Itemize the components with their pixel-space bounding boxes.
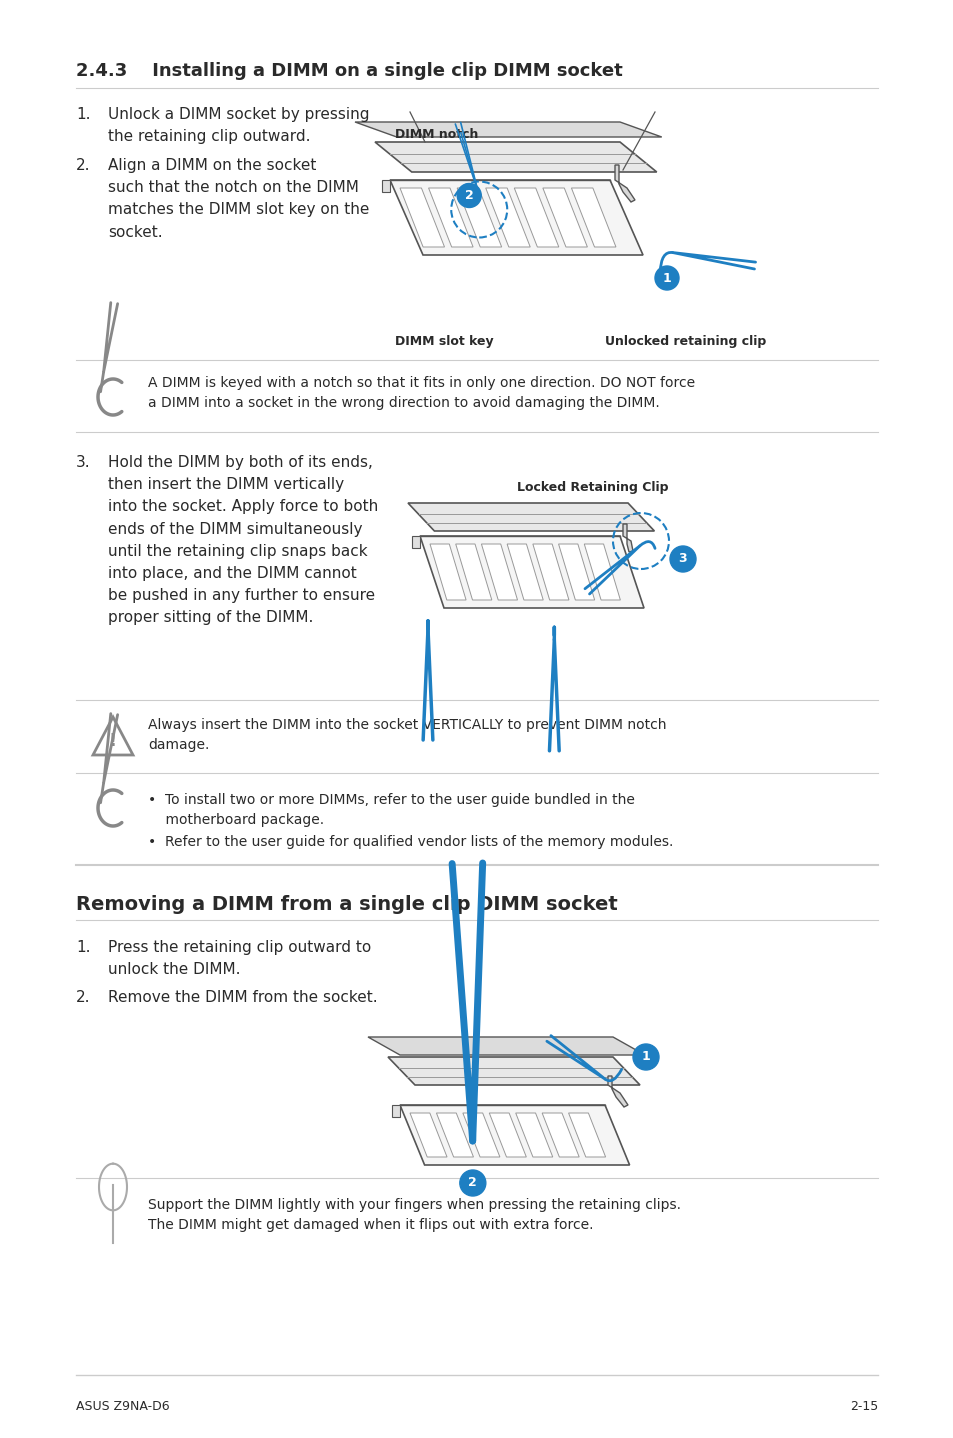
Text: ASUS Z9NA-D6: ASUS Z9NA-D6	[76, 1401, 170, 1414]
Polygon shape	[615, 165, 635, 201]
Polygon shape	[514, 188, 558, 247]
Polygon shape	[542, 188, 587, 247]
Text: 1: 1	[662, 272, 671, 285]
Polygon shape	[368, 1037, 644, 1055]
Polygon shape	[388, 1057, 639, 1086]
Text: Unlocked retaining clip: Unlocked retaining clip	[604, 335, 765, 348]
Polygon shape	[410, 1113, 447, 1158]
Text: DIMM notch: DIMM notch	[395, 128, 477, 141]
Text: 2-15: 2-15	[849, 1401, 877, 1414]
Circle shape	[456, 184, 480, 207]
Polygon shape	[392, 1104, 399, 1117]
Text: •  To install two or more DIMMs, refer to the user guide bundled in the
    moth: • To install two or more DIMMs, refer to…	[148, 792, 634, 827]
Text: 1.: 1.	[76, 940, 91, 955]
Text: Support the DIMM lightly with your fingers when pressing the retaining clips.
Th: Support the DIMM lightly with your finge…	[148, 1198, 680, 1232]
Circle shape	[459, 1171, 485, 1196]
Polygon shape	[381, 180, 390, 193]
Text: 3: 3	[678, 552, 686, 565]
Polygon shape	[375, 142, 656, 173]
Circle shape	[633, 1044, 659, 1070]
Polygon shape	[489, 1113, 526, 1158]
Text: •  Refer to the user guide for qualified vendor lists of the memory modules.: • Refer to the user guide for qualified …	[148, 835, 673, 848]
Polygon shape	[408, 503, 654, 531]
Polygon shape	[607, 1076, 627, 1107]
Text: Hold the DIMM by both of its ends,
then insert the DIMM vertically
into the sock: Hold the DIMM by both of its ends, then …	[108, 454, 377, 626]
Text: 2: 2	[464, 188, 473, 201]
Polygon shape	[462, 1113, 499, 1158]
Polygon shape	[558, 544, 594, 600]
Polygon shape	[456, 188, 501, 247]
Polygon shape	[399, 188, 444, 247]
Text: 1: 1	[641, 1051, 650, 1064]
Text: 2.: 2.	[76, 989, 91, 1005]
Circle shape	[669, 546, 696, 572]
Polygon shape	[481, 544, 517, 600]
Text: 3.: 3.	[76, 454, 91, 470]
Text: Press the retaining clip outward to
unlock the DIMM.: Press the retaining clip outward to unlo…	[108, 940, 371, 978]
Polygon shape	[436, 1113, 473, 1158]
Text: Remove the DIMM from the socket.: Remove the DIMM from the socket.	[108, 989, 377, 1005]
Polygon shape	[516, 1113, 552, 1158]
Polygon shape	[622, 523, 633, 552]
Text: Removing a DIMM from a single clip DIMM socket: Removing a DIMM from a single clip DIMM …	[76, 894, 618, 915]
Polygon shape	[541, 1113, 578, 1158]
Polygon shape	[485, 188, 530, 247]
Text: Always insert the DIMM into the socket VERTICALLY to prevent DIMM notch
damage.: Always insert the DIMM into the socket V…	[148, 718, 666, 752]
Polygon shape	[571, 188, 616, 247]
Text: 2.4.3    Installing a DIMM on a single clip DIMM socket: 2.4.3 Installing a DIMM on a single clip…	[76, 62, 622, 81]
Polygon shape	[355, 122, 661, 137]
Polygon shape	[390, 180, 642, 255]
Text: Locked Retaining Clip: Locked Retaining Clip	[517, 480, 668, 495]
Polygon shape	[428, 188, 473, 247]
Text: Align a DIMM on the socket
such that the notch on the DIMM
matches the DIMM slot: Align a DIMM on the socket such that the…	[108, 158, 369, 240]
Text: 2.: 2.	[76, 158, 91, 173]
Circle shape	[655, 266, 679, 290]
Polygon shape	[430, 544, 466, 600]
Polygon shape	[412, 536, 419, 548]
Text: DIMM slot key: DIMM slot key	[395, 335, 493, 348]
Text: 1.: 1.	[76, 106, 91, 122]
Text: Unlock a DIMM socket by pressing
the retaining clip outward.: Unlock a DIMM socket by pressing the ret…	[108, 106, 369, 144]
Polygon shape	[507, 544, 542, 600]
Text: !: !	[109, 732, 117, 751]
Text: 2: 2	[468, 1176, 476, 1189]
Polygon shape	[399, 1104, 629, 1165]
Text: A DIMM is keyed with a notch so that it fits in only one direction. DO NOT force: A DIMM is keyed with a notch so that it …	[148, 375, 695, 410]
Polygon shape	[568, 1113, 605, 1158]
Polygon shape	[419, 536, 643, 608]
Polygon shape	[533, 544, 568, 600]
Polygon shape	[583, 544, 619, 600]
Polygon shape	[456, 544, 492, 600]
